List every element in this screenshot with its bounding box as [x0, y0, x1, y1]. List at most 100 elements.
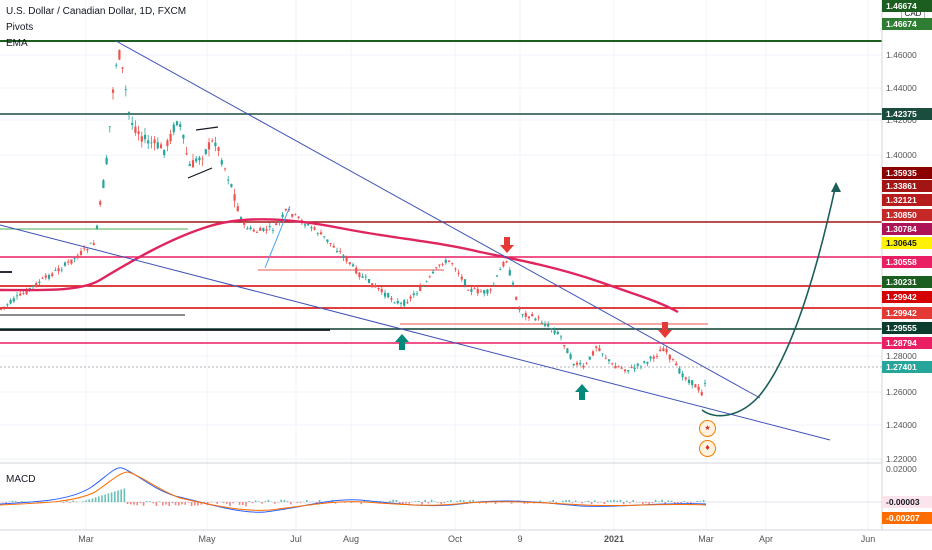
- macd-histogram-bar: [450, 500, 452, 502]
- candle-body: [627, 370, 630, 372]
- ema-line: [0, 218, 679, 314]
- candle-body: [25, 289, 28, 295]
- macd-histogram-bar: [427, 502, 430, 504]
- candle-body: [393, 302, 396, 304]
- candle-body: [57, 268, 60, 272]
- candle-body: [198, 157, 201, 161]
- indicator-ema-label[interactable]: EMA: [6, 38, 28, 49]
- macd-pane: [0, 467, 882, 513]
- price-tick-label: 1.44000: [886, 83, 917, 93]
- price-badge: 1.46674: [882, 0, 932, 12]
- time-axis-label: 9: [517, 534, 523, 544]
- candle-body: [675, 363, 678, 366]
- candle-body: [89, 242, 92, 244]
- candle-body: [9, 300, 12, 304]
- candle-body: [505, 261, 508, 263]
- macd-histogram-bar: [568, 499, 570, 502]
- candle-body: [678, 368, 681, 374]
- candle-body: [211, 140, 214, 142]
- macd-histogram-bar: [402, 502, 404, 505]
- candle-body: [399, 302, 403, 304]
- candle-body: [140, 136, 143, 142]
- price-tick-label: 1.22000: [886, 454, 917, 464]
- macd-histogram-bar: [226, 502, 228, 504]
- candle-body: [332, 245, 335, 248]
- macd-histogram-bar: [443, 502, 446, 504]
- time-axis-label: Jul: [290, 534, 302, 544]
- candle-body: [121, 67, 124, 69]
- candle-body: [297, 216, 300, 218]
- macd-histogram-bar: [290, 502, 292, 505]
- candle-body: [700, 392, 703, 396]
- candle-body: [99, 201, 102, 205]
- macd-histogram-bar: [261, 502, 263, 504]
- macd-histogram-bar: [274, 502, 276, 504]
- candle-body: [479, 291, 483, 293]
- macd-histogram-bar: [165, 502, 167, 505]
- macd-histogram-bar: [82, 501, 84, 502]
- candle-body: [412, 293, 415, 296]
- macd-histogram-bar: [146, 501, 148, 502]
- macd-histogram-bar: [581, 502, 583, 504]
- macd-histogram-bar: [216, 502, 218, 504]
- candle-body: [22, 293, 25, 294]
- currency-flag-icon[interactable]: ♦: [699, 440, 716, 457]
- candle-body: [182, 134, 185, 139]
- price-badge: 1.30645: [882, 237, 932, 249]
- candle-body: [614, 366, 617, 369]
- candle-body: [691, 380, 694, 386]
- macd-histogram-bar: [654, 499, 657, 502]
- candle-body: [169, 133, 172, 142]
- macd-histogram-bar: [88, 499, 90, 502]
- macd-histogram-bar: [619, 499, 622, 502]
- macd-histogram-bar: [37, 502, 39, 504]
- macd-histogram-bar: [683, 501, 686, 502]
- candle-body: [380, 289, 383, 293]
- macd-histogram-bar: [139, 502, 142, 504]
- candle-body: [329, 243, 332, 244]
- candle-body: [492, 284, 495, 286]
- candle-body: [323, 236, 326, 238]
- candle-body: [499, 269, 502, 271]
- candle-body: [655, 356, 659, 357]
- candle-body: [396, 301, 399, 304]
- macd-histogram-bar: [651, 502, 654, 504]
- candle-body: [409, 296, 412, 299]
- candle-body: [444, 259, 447, 263]
- macd-label[interactable]: MACD: [6, 474, 36, 485]
- macd-histogram-bar: [510, 502, 513, 504]
- macd-histogram-bar: [110, 492, 113, 502]
- macd-histogram-bar: [699, 501, 702, 502]
- macd-histogram-bar: [120, 489, 122, 502]
- macd-histogram-bar: [456, 500, 458, 502]
- macd-histogram-bar: [526, 502, 529, 504]
- candle-body: [143, 134, 147, 140]
- macd-histogram-bar: [366, 501, 369, 502]
- macd-histogram-bar: [392, 499, 394, 502]
- price-badge: 1.30558: [882, 256, 932, 268]
- macd-histogram-bar: [674, 502, 676, 505]
- macd-histogram-bar: [485, 502, 487, 504]
- candle-body: [703, 382, 707, 384]
- currency-flag-icon[interactable]: ★: [699, 420, 716, 437]
- macd-histogram-bar: [21, 501, 23, 502]
- macd-histogram-bar: [590, 502, 593, 505]
- indicator-pivots-label[interactable]: Pivots: [6, 22, 34, 33]
- macd-histogram-bar: [395, 500, 398, 502]
- macd-histogram-bar: [264, 501, 266, 502]
- symbol-title[interactable]: U.S. Dollar / Canadian Dollar, 1D, FXCM: [6, 6, 187, 17]
- macd-histogram-bar: [414, 501, 417, 502]
- macd-histogram-bar: [555, 502, 558, 504]
- candle-body: [54, 270, 57, 271]
- macd-histogram-bar: [670, 500, 673, 502]
- candle-body: [575, 362, 579, 365]
- macd-histogram-bar: [24, 501, 26, 502]
- candle-body: [454, 268, 457, 270]
- macd-histogram-bar: [469, 500, 471, 502]
- macd-badge: -0.00207: [882, 512, 932, 524]
- macd-histogram-bar: [494, 502, 497, 504]
- candle-body: [524, 312, 527, 317]
- candle-body: [646, 361, 649, 364]
- macd-histogram-bar: [75, 501, 78, 502]
